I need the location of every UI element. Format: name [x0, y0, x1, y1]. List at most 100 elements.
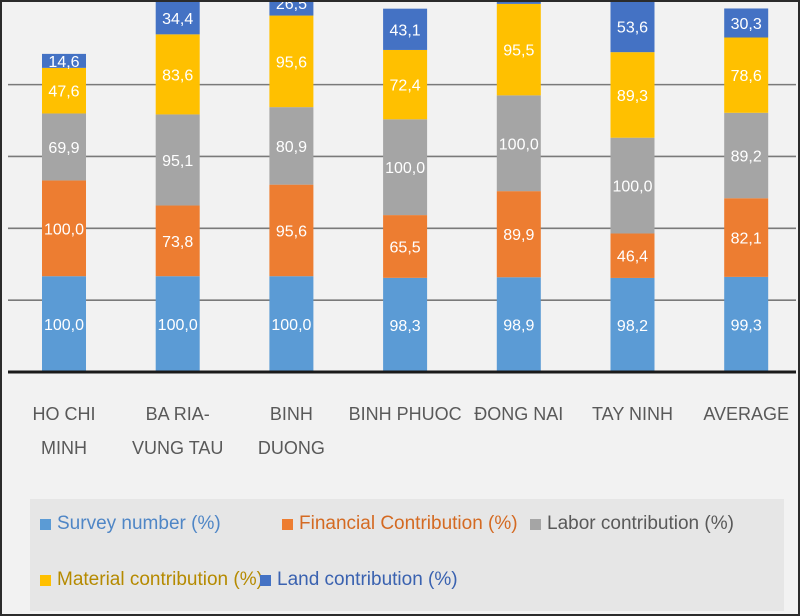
legend-item-financial-contribution: Financial Contribution (%)	[282, 513, 518, 535]
x-tick-label: BA RIA- VUNG TAU	[132, 404, 223, 458]
bar-segment	[155, 2, 200, 35]
x-tick-label-line: TAY NINH	[592, 404, 673, 424]
data-label: 78,6	[731, 68, 762, 85]
legend: Survey number (%) Financial Contribution…	[30, 499, 784, 611]
data-label: 89,3	[617, 88, 648, 105]
legend-label-survey-number: Survey number (%)	[57, 513, 221, 534]
bar-segment	[496, 2, 541, 4]
legend-item-material-contribution: Material contribution (%)	[40, 569, 263, 591]
x-tick-label: AVERAGE	[703, 404, 789, 424]
x-tick-label-line: BINH PHUOC	[349, 404, 462, 424]
bar-segment	[269, 2, 314, 16]
data-label: 83,6	[162, 67, 193, 84]
bar-segment	[42, 113, 86, 181]
bar-segment	[155, 205, 200, 277]
bar-segment	[155, 276, 200, 372]
bar-segment	[610, 137, 655, 234]
bar-segment	[269, 184, 314, 277]
data-label: 34,4	[162, 11, 193, 28]
x-tick-label: BINH DUONG	[258, 404, 325, 458]
data-label: 89,2	[731, 149, 762, 166]
bar-segment	[383, 215, 428, 278]
bar-segment	[42, 67, 86, 114]
data-label: 30,3	[731, 16, 762, 33]
x-tick-label-line: VUNG TAU	[132, 438, 223, 458]
legend-swatch-financial-contribution	[282, 518, 293, 530]
bar-segment	[610, 277, 655, 372]
bar-segment	[42, 276, 86, 372]
legend-swatch-land-contribution	[260, 574, 271, 586]
data-label: 100,0	[499, 136, 539, 153]
data-label: 98,3	[390, 318, 421, 335]
legend-item-land-contribution: Land contribution (%)	[260, 569, 458, 591]
bar-segment	[496, 95, 541, 192]
bar-segment	[42, 53, 86, 68]
bar-segment	[383, 119, 428, 216]
x-tick-label: ĐONG NAI	[474, 404, 563, 424]
bar-segment	[724, 276, 769, 372]
bar-segment	[724, 37, 769, 113]
legend-swatch-material-contribution	[40, 574, 51, 586]
legend-swatch-survey-number	[40, 518, 51, 530]
data-label: 14,6	[48, 54, 79, 71]
data-label: 100,0	[158, 317, 198, 334]
bar-segment	[610, 2, 655, 53]
x-tick-label-line: DUONG	[258, 438, 325, 458]
data-label: 100,0	[271, 317, 311, 334]
bar-segment	[269, 276, 314, 372]
data-label: 89,9	[503, 227, 534, 244]
bar-segment	[724, 8, 769, 38]
x-tick-label-line: MINH	[41, 438, 87, 458]
data-label: 100,0	[44, 317, 84, 334]
x-tick-label: BINH PHUOC	[349, 404, 462, 424]
data-label: 95,6	[276, 54, 307, 71]
data-label: 80,9	[276, 139, 307, 156]
data-label: 95,5	[503, 43, 534, 60]
data-label: 53,6	[617, 19, 648, 36]
data-label: 47,6	[48, 84, 79, 101]
data-label: 100,0	[612, 179, 652, 196]
bar-segment	[155, 114, 200, 206]
bar-segment	[383, 49, 428, 120]
data-label: 95,1	[162, 153, 193, 170]
legend-label-land-contribution: Land contribution (%)	[277, 569, 458, 590]
data-label: 69,9	[48, 140, 79, 157]
data-label: 46,4	[617, 249, 648, 266]
data-label: 65,5	[390, 239, 421, 256]
legend-item-survey-number: Survey number (%)	[40, 513, 221, 535]
x-tick-label-line: BA RIA-	[146, 404, 210, 424]
x-tick-label-line: ĐONG NAI	[474, 404, 563, 424]
bar-segment	[496, 191, 541, 278]
bar-segment	[610, 52, 655, 138]
bar-segment	[496, 3, 541, 96]
stacked-bar-chart: 100,0 100,0 69,9 47,6 14,6 HO CHI MINH 100,0 73,…	[8, 2, 796, 458]
data-label: 26,5	[276, 2, 307, 13]
bar-segment	[383, 8, 428, 50]
data-label: 95,6	[276, 223, 307, 240]
legend-label-financial-contribution: Financial Contribution (%)	[299, 513, 518, 534]
data-label: 100,0	[385, 160, 425, 177]
data-label: 73,8	[162, 234, 193, 251]
legend-label-material-contribution: Material contribution (%)	[57, 569, 263, 590]
x-tick-label-line: AVERAGE	[703, 404, 789, 424]
x-tick-label: TAY NINH	[592, 404, 673, 424]
data-label: 99,3	[731, 317, 762, 334]
bar-segment	[269, 107, 314, 185]
bar-segment	[155, 34, 200, 115]
bar-segment	[269, 15, 314, 108]
data-label: 98,9	[503, 318, 534, 335]
bar-segment	[496, 277, 541, 372]
data-label: 100,0	[44, 221, 84, 238]
legend-item-labor-contribution: Labor contribution (%)	[530, 513, 734, 535]
data-label: 82,1	[731, 231, 762, 248]
bar-segment	[610, 233, 655, 278]
bar-segment	[42, 180, 86, 277]
bar-segment	[383, 277, 428, 372]
x-tick-label-line: HO CHI	[33, 404, 96, 424]
data-label: 98,2	[617, 318, 648, 335]
x-tick-label-line: BINH	[270, 404, 313, 424]
data-label: 72,4	[390, 78, 421, 95]
data-label: 43,1	[390, 22, 421, 39]
bar-segment	[724, 112, 769, 199]
